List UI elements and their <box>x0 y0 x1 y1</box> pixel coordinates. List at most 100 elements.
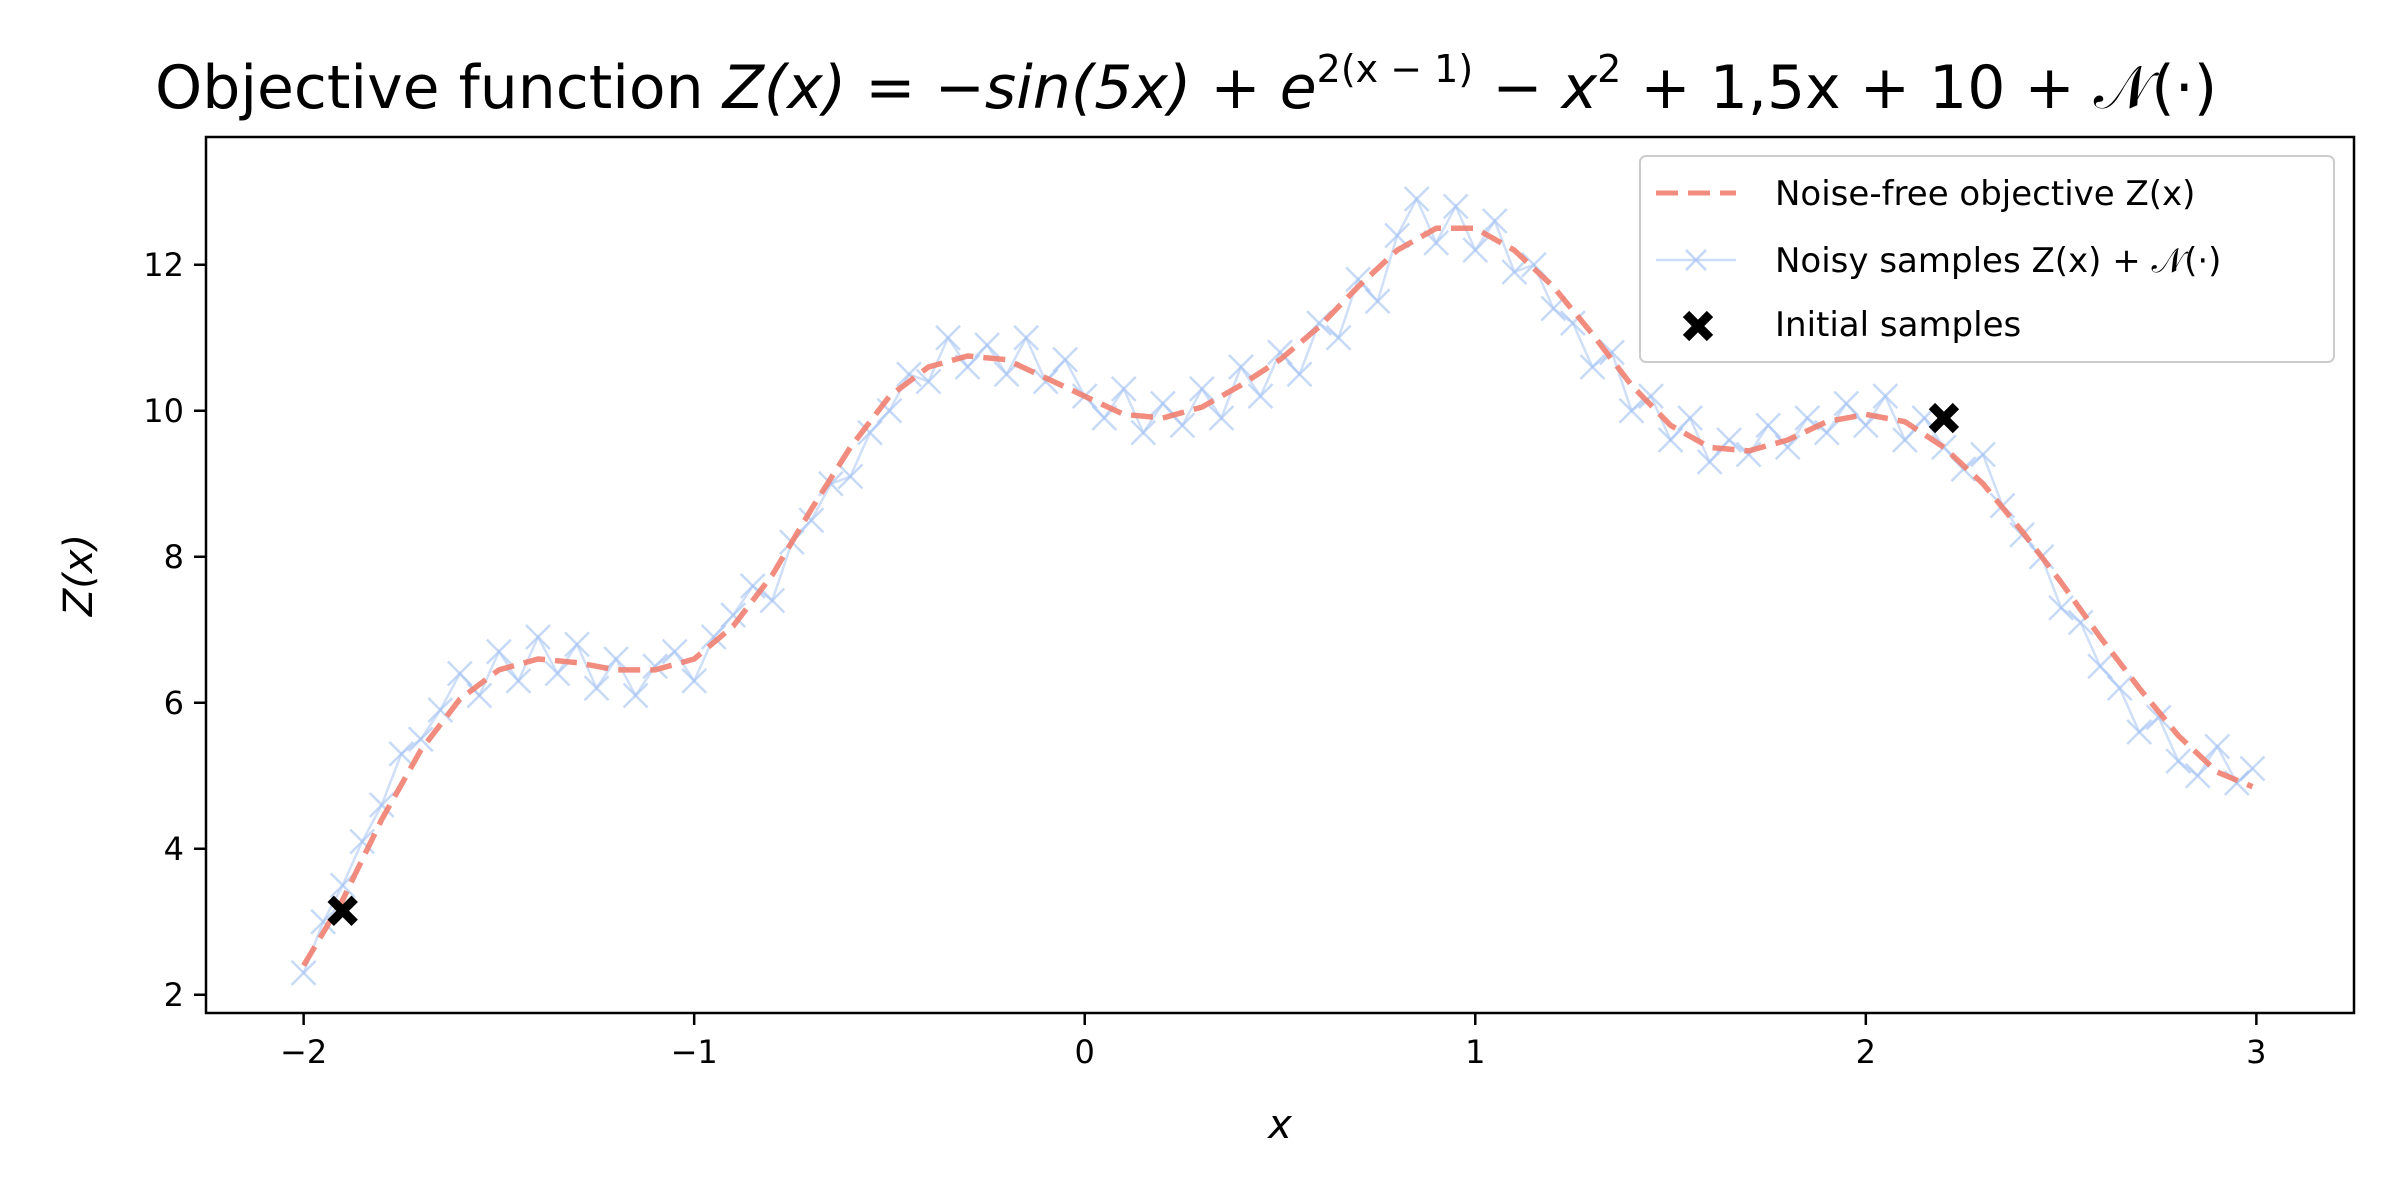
y-axis-label: Z(x) <box>56 534 102 617</box>
x-tick-label: 0 <box>1075 1033 1095 1071</box>
noisy-sample-point <box>720 602 747 629</box>
legend: Noise-free objective Z(x) Noisy samples … <box>1639 155 2335 363</box>
noisy-sample-point <box>1052 346 1079 373</box>
chart-title: Objective function Z(x) = −sin(5x) + e2(… <box>155 47 2217 123</box>
noisy-sample-point <box>1228 354 1254 380</box>
chart-title-tail: + 1,5x + 10 + 𝒩(·) <box>1621 53 2217 123</box>
noise-free-series <box>301 225 2254 967</box>
noisy-sample-point <box>1677 405 1703 431</box>
noisy-sample-point <box>368 792 395 818</box>
noisy-sample-point <box>1579 354 1606 380</box>
noisy-sample-point <box>427 697 454 723</box>
noisy-sample-point <box>837 463 864 490</box>
noisy-sample-point <box>388 740 415 767</box>
noisy-sample-point <box>2106 675 2133 702</box>
noisy-sample-point <box>935 324 961 351</box>
noisy-sample-point <box>896 361 922 388</box>
legend-swatch-noisy-marker <box>1685 249 1707 271</box>
legend-swatch-initial <box>1682 310 1714 342</box>
noisy-sample-point <box>1638 383 1664 410</box>
noisy-sample-point <box>1560 310 1586 337</box>
x-tick-label: −2 <box>280 1033 327 1071</box>
noisy-sample-point <box>1970 441 1996 468</box>
noisy-sample-point <box>1657 427 1684 453</box>
noisy-sample-point <box>1110 375 1137 402</box>
noisy-sample-point <box>1501 259 1528 285</box>
initial-samples-series <box>327 402 1960 926</box>
initial-sample-point <box>327 895 358 926</box>
noisy-sample-point <box>544 660 571 687</box>
noisy-sample-point <box>642 653 669 680</box>
noisy-sample-point <box>446 660 473 687</box>
initial-sample-point <box>1928 402 1960 434</box>
y-tick-label: 2 <box>164 976 184 1014</box>
chart-title-prefix: Objective function <box>155 53 723 123</box>
noisy-sample-point <box>1462 237 1489 264</box>
noisy-sample-point <box>2145 704 2172 731</box>
noisy-sample-point <box>1032 368 1059 395</box>
legend-label-initial: Initial samples <box>1775 305 2021 345</box>
x-axis-ticks: −2 −1 0 1 2 3 <box>280 1013 2267 1071</box>
noisy-sample-point <box>798 507 825 534</box>
x-tick-label: −1 <box>671 1033 718 1071</box>
noisy-sample-point <box>2067 609 2094 636</box>
y-axis-ticks: 2 4 6 8 10 12 <box>143 246 206 1014</box>
noisy-sample-point <box>2184 762 2211 789</box>
noisy-sample-point <box>2126 719 2153 745</box>
noisy-sample-point <box>1891 427 1918 453</box>
chart-title-lhs: Z(x) = −sin(5x) + e <box>721 53 1317 123</box>
noisy-sample-point <box>505 667 532 694</box>
noisy-sample-point <box>2087 653 2114 680</box>
noisy-sample-point <box>1599 339 1625 366</box>
noisy-sample-point <box>1325 324 1352 351</box>
noisy-sample-point <box>1149 390 1176 417</box>
noisy-sample-point <box>583 675 610 702</box>
chart-title-exp: 2(x − 1) <box>1317 47 1474 91</box>
x-tick-label: 3 <box>2246 1033 2266 1071</box>
noisy-sample-point <box>2165 748 2192 775</box>
noisy-sample-point <box>407 726 434 753</box>
chart-title-rhs: − x <box>1473 53 1597 123</box>
noisy-sample-point <box>1481 208 1508 234</box>
plot-frame <box>204 135 2356 1015</box>
noisy-sample-point <box>290 959 317 986</box>
noisy-sample-point <box>2204 733 2231 760</box>
noisy-sample-point <box>486 638 512 665</box>
noisy-sample-point <box>759 587 786 614</box>
noisy-sample-point <box>915 368 942 395</box>
y-tick-label: 10 <box>143 392 184 430</box>
noisy-sample-point <box>564 631 590 658</box>
x-tick-label: 2 <box>1856 1033 1876 1071</box>
noisy-sample-point <box>681 667 708 694</box>
noisy-sample-point <box>1208 405 1235 431</box>
noise-free-objective-line <box>301 225 2254 967</box>
noisy-sample-point <box>1364 288 1391 315</box>
noisy-sample-point <box>1345 266 1371 293</box>
x-axis-label: x <box>1266 1102 1292 1148</box>
noisy-sample-point <box>2239 755 2266 782</box>
noisy-sample-point <box>310 908 337 935</box>
noisy-sample-point <box>1403 186 1430 212</box>
noisy-sample-point <box>2048 594 2074 621</box>
noisy-sample-point <box>1872 383 1899 410</box>
legend-label-noise-free: Noise-free objective Z(x) <box>1775 174 2195 214</box>
chart-title-sq: 2 <box>1597 47 1621 91</box>
y-tick-label: 12 <box>143 246 184 284</box>
noisy-sample-point <box>1247 383 1274 410</box>
y-tick-label: 8 <box>164 538 184 576</box>
noisy-sample-point <box>1267 339 1293 366</box>
noisy-sample-point <box>974 332 1000 358</box>
legend-label-noisy: Noisy samples Z(x) + 𝒩(·) <box>1775 241 2221 281</box>
noisy-sample-point <box>1755 412 1782 439</box>
noisy-sample-point <box>525 624 551 650</box>
noisy-sample-point <box>1618 397 1645 424</box>
noisy-sample-point <box>1189 375 1215 402</box>
y-tick-label: 4 <box>164 830 184 868</box>
legend-box <box>1639 155 2335 363</box>
noisy-sample-point <box>1130 419 1157 446</box>
noisy-sample-point <box>1833 390 1860 417</box>
noisy-sample-point <box>1286 361 1313 388</box>
noisy-sample-point <box>1442 193 1469 220</box>
y-tick-label: 6 <box>164 684 184 722</box>
